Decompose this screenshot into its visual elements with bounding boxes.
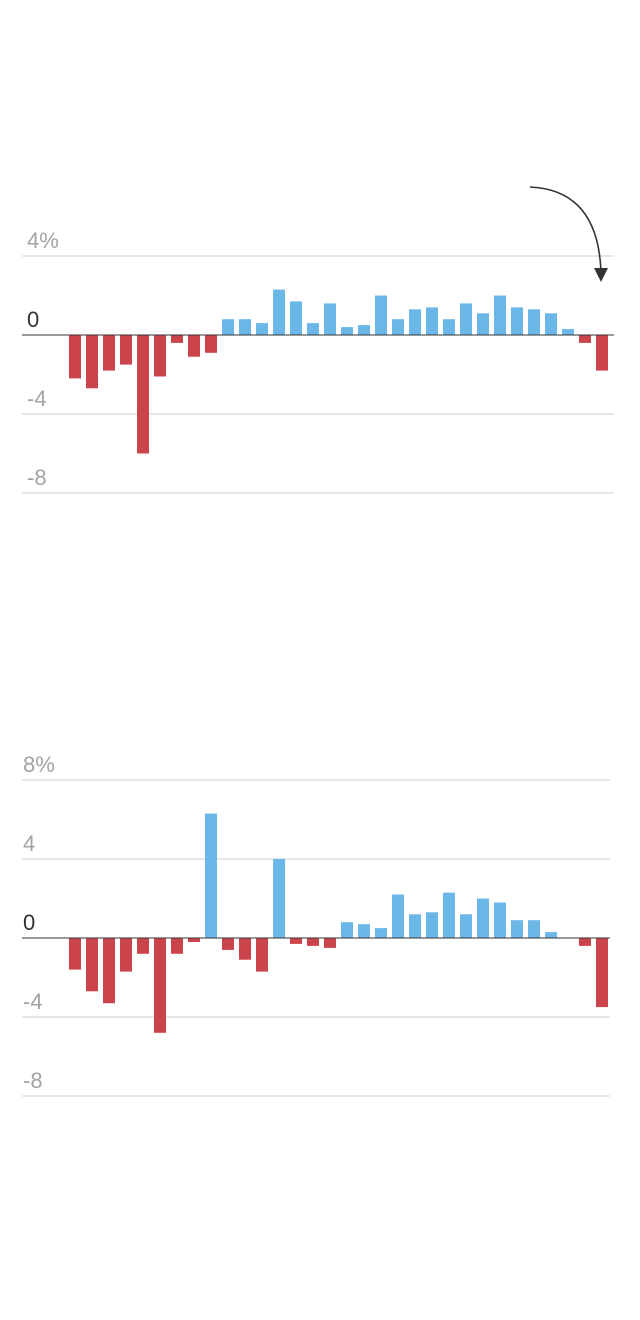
bar-negative <box>290 938 302 944</box>
bar-positive <box>528 309 540 335</box>
bar-positive <box>375 928 387 938</box>
bar-negative <box>69 335 81 379</box>
bar-positive <box>443 892 455 938</box>
bar-positive <box>324 303 336 335</box>
bar-positive <box>511 307 523 335</box>
bar-negative <box>120 938 132 972</box>
bar-negative <box>103 938 115 1004</box>
bar-negative <box>86 938 98 992</box>
bar-positive <box>273 289 285 335</box>
bar-positive <box>341 327 353 335</box>
bar-positive <box>409 914 421 938</box>
bar-positive <box>392 894 404 938</box>
bar-negative <box>154 938 166 1033</box>
bar-negative <box>307 938 319 946</box>
chart-bottom: 8% 4 0 -4 -8 <box>22 752 610 1097</box>
bar-positive <box>460 914 472 938</box>
bar-positive <box>494 902 506 938</box>
bar-negative <box>205 335 217 353</box>
annotation-arrow <box>529 186 602 273</box>
bar-negative <box>239 938 251 960</box>
y-tick-label: 4 <box>23 831 35 856</box>
bar-negative <box>171 938 183 954</box>
bar-positive <box>222 319 234 335</box>
bar-positive <box>426 912 438 938</box>
y-tick-label: 8% <box>23 752 55 777</box>
bar-positive <box>375 295 387 335</box>
bar-positive <box>528 920 540 938</box>
bar-negative <box>579 335 591 343</box>
bar-positive <box>273 859 285 938</box>
bar-negative <box>69 938 81 970</box>
bar-positive <box>562 329 574 335</box>
y-tick-label: -8 <box>23 1068 43 1093</box>
y-tick-label: 0 <box>27 307 39 332</box>
y-tick-label: -4 <box>27 386 47 411</box>
bar-negative <box>137 938 149 954</box>
bar-negative <box>579 938 591 946</box>
bar-positive <box>205 813 217 938</box>
bar-positive <box>477 313 489 335</box>
bar-positive <box>426 307 438 335</box>
bar-positive <box>290 301 302 335</box>
annotation-arrow-head <box>594 268 608 282</box>
bar-positive <box>409 309 421 335</box>
bar-positive <box>545 932 557 938</box>
bar-negative <box>154 335 166 377</box>
bar-positive <box>511 920 523 938</box>
bar-positive <box>341 922 353 938</box>
y-tick-label: -8 <box>27 465 47 490</box>
bar-negative <box>171 335 183 343</box>
bar-positive <box>460 303 472 335</box>
bar-positive <box>494 295 506 335</box>
bar-positive <box>392 319 404 335</box>
y-tick-label: 0 <box>23 910 35 935</box>
bar-negative <box>86 335 98 389</box>
bar-negative <box>120 335 132 365</box>
bar-positive <box>477 898 489 938</box>
y-tick-label: -4 <box>23 989 43 1014</box>
bar-positive <box>545 313 557 335</box>
bar-positive <box>256 323 268 335</box>
chart-top: 4% 0 -4 -8 <box>22 228 614 494</box>
bar-positive <box>239 319 251 335</box>
bar-negative <box>188 938 200 942</box>
bar-negative <box>222 938 234 950</box>
bar-negative <box>137 335 149 454</box>
bar-negative <box>188 335 200 357</box>
bar-negative <box>256 938 268 972</box>
bar-positive <box>307 323 319 335</box>
bar-positive <box>358 325 370 335</box>
bar-negative <box>324 938 336 948</box>
y-tick-label: 4% <box>27 228 59 253</box>
bar-negative <box>103 335 115 371</box>
bar-positive <box>443 319 455 335</box>
bar-negative <box>596 938 608 1008</box>
bar-negative <box>596 335 608 371</box>
bar-positive <box>358 924 370 938</box>
